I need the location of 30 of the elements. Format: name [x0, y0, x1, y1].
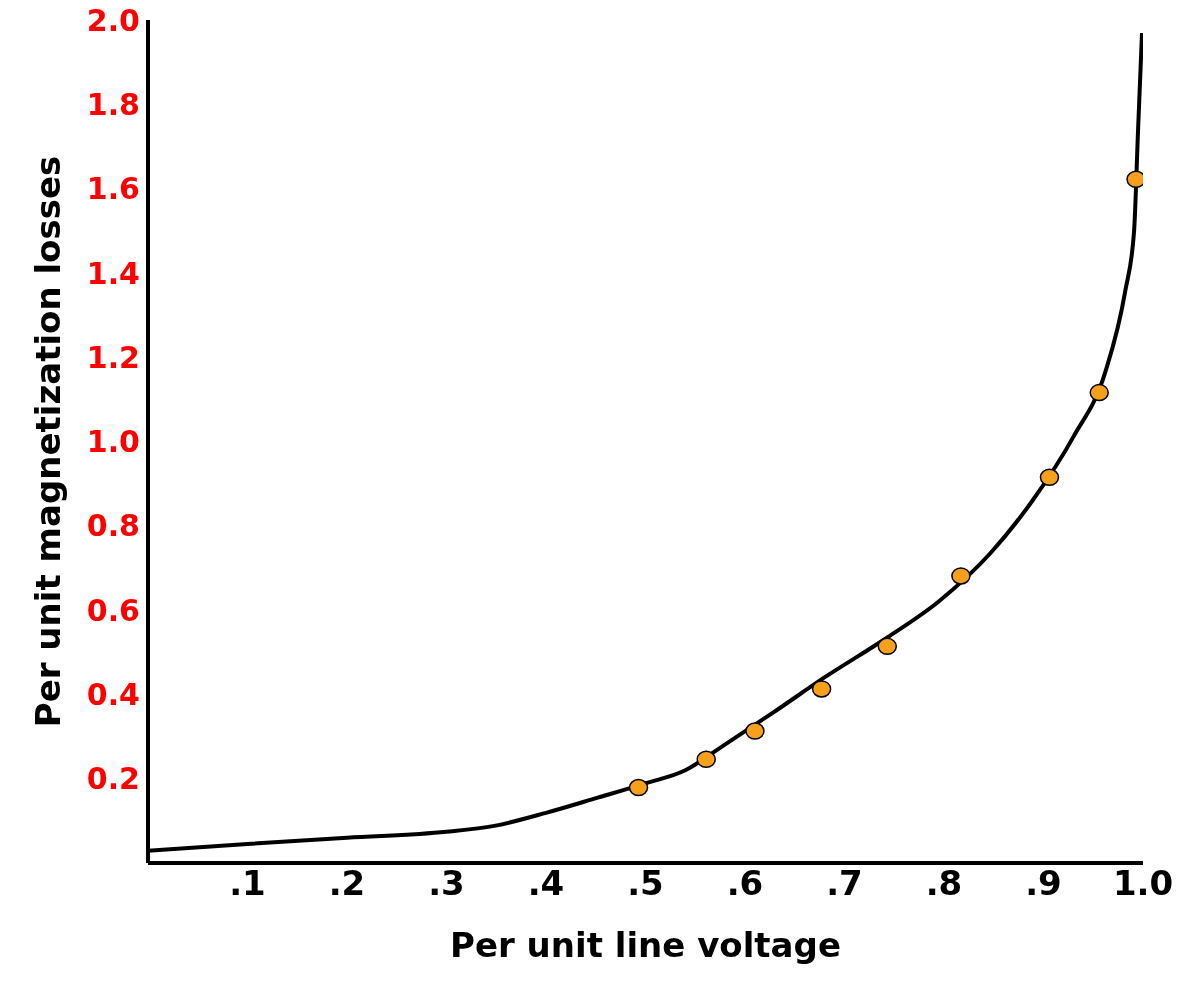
x-tick-label: .6: [726, 863, 764, 904]
x-tick-label: .4: [527, 863, 565, 904]
y-tick-label: 1.0: [86, 424, 140, 460]
point: [951, 567, 971, 585]
y-tick-label: 0.2: [86, 761, 140, 797]
x-tick-label: .5: [627, 863, 664, 904]
point: [1039, 468, 1060, 487]
x-axis-title: Per unit line voltage: [450, 925, 841, 966]
y-tick-label: 1.4: [86, 255, 140, 291]
y-tick-label: 0.6: [86, 592, 140, 628]
y-tick-label: 0.8: [86, 508, 140, 544]
point: [628, 778, 649, 797]
x-tick-label: .9: [1025, 863, 1062, 904]
point: [696, 750, 716, 769]
y-tick-label: 2.0: [86, 2, 140, 38]
y-tick-label: 1.2: [86, 339, 140, 375]
y-tick-label: 0.4: [86, 677, 140, 713]
point: [745, 722, 765, 740]
x-tick-label: .1: [229, 863, 266, 904]
x-tick-label: .7: [826, 863, 863, 904]
x-tick-label: 1.0: [1112, 863, 1174, 904]
x-tick-label: .3: [428, 863, 465, 904]
y-tick-label: 1.8: [86, 86, 140, 122]
y-axis-title: Per unit magnetization losses: [28, 155, 69, 728]
point: [811, 680, 832, 698]
point: [877, 637, 898, 656]
x-tick-label: .8: [925, 863, 963, 904]
point: [1089, 383, 1109, 402]
x-tick-label: .2: [328, 863, 366, 904]
y-tick-label: 1.6: [86, 171, 140, 207]
